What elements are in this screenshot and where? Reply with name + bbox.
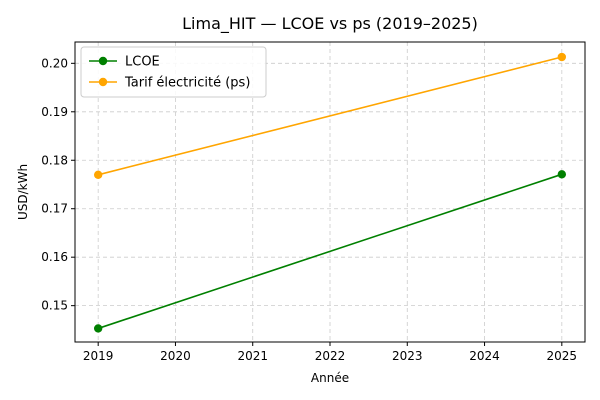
data-point bbox=[93, 170, 103, 179]
legend-label: Tarif électricité (ps) bbox=[124, 76, 250, 91]
x-tick-label: 2020 bbox=[160, 349, 191, 363]
y-tick-label: 0.15 bbox=[41, 299, 68, 313]
y-tick-label: 0.20 bbox=[41, 56, 68, 70]
data-point bbox=[93, 324, 103, 333]
x-axis-ticks: 2019 2020 2021 2022 2023 2024 2025 bbox=[83, 342, 577, 363]
y-tick-label: 0.18 bbox=[41, 153, 68, 167]
x-tick-label: 2022 bbox=[315, 349, 346, 363]
chart-title: Lima_HIT — LCOE vs ps (2019–2025) bbox=[182, 14, 478, 34]
x-tick-label: 2021 bbox=[237, 349, 268, 363]
legend-marker bbox=[98, 56, 108, 66]
data-point bbox=[557, 170, 567, 179]
y-tick-label: 0.16 bbox=[41, 250, 68, 264]
legend-marker bbox=[98, 77, 108, 87]
x-axis-label: Année bbox=[311, 371, 349, 385]
series-line-1 bbox=[97, 173, 563, 330]
x-tick-label: 2023 bbox=[392, 349, 423, 363]
series-line-2 bbox=[97, 56, 563, 176]
data-point bbox=[557, 52, 567, 62]
series-points bbox=[93, 52, 567, 333]
legend-box bbox=[80, 46, 267, 98]
series-lines bbox=[97, 56, 563, 330]
y-tick-label: 0.19 bbox=[41, 105, 68, 119]
x-tick-label: 2025 bbox=[547, 349, 578, 363]
x-tick-label: 2019 bbox=[83, 349, 114, 363]
legend-label: LCOE bbox=[125, 55, 160, 70]
x-tick-label: 2024 bbox=[469, 349, 500, 363]
y-axis-ticks: 0.15 0.16 0.17 0.18 0.19 0.20 bbox=[41, 56, 75, 313]
y-axis-label: USD/kWh bbox=[16, 164, 30, 220]
legend: LCOE Tarif électricité (ps) bbox=[80, 46, 267, 98]
y-tick-label: 0.17 bbox=[41, 202, 68, 216]
